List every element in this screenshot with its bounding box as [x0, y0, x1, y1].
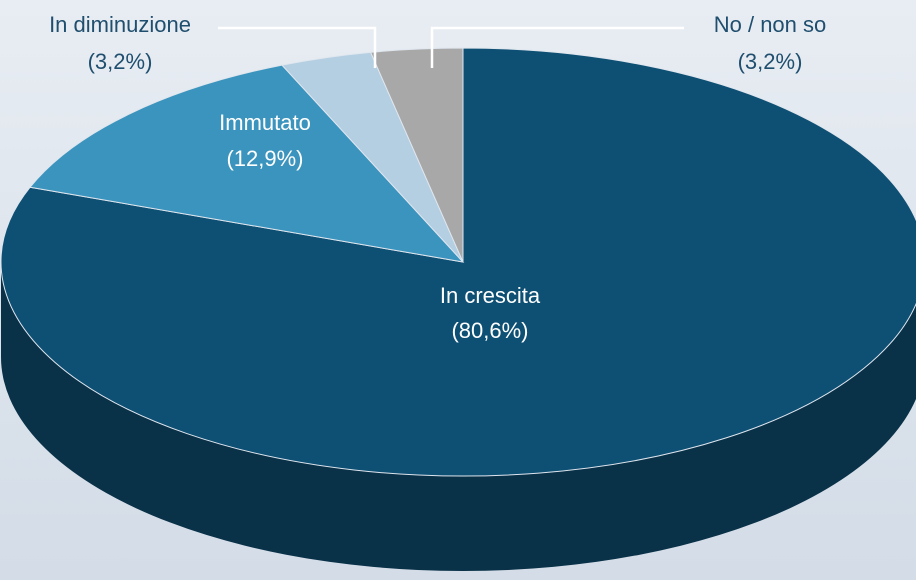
- pie-tops: [0, 47, 916, 477]
- leader-lines: [218, 26, 684, 68]
- slice-label: In crescita: [440, 283, 541, 308]
- slice-label: Immutato: [219, 110, 311, 135]
- value-label: (80,6%): [451, 318, 528, 343]
- slice-label: In diminuzione: [49, 12, 191, 37]
- pie-sides: [1, 262, 916, 571]
- pie-slice: [0, 47, 916, 477]
- labels: In crescita (80,6%) Immutato (12,9%) In dimi…: [49, 12, 826, 343]
- leader-line: [430, 26, 684, 68]
- pie-slice: [29, 64, 465, 263]
- pie-slice: [369, 47, 464, 263]
- pie-side: [1, 262, 916, 571]
- slice-label: No / non so: [714, 12, 827, 37]
- value-label: (12,9%): [226, 146, 303, 171]
- value-label: (3,2%): [738, 49, 803, 74]
- value-label: (3,2%): [88, 49, 153, 74]
- leader-line: [218, 26, 377, 68]
